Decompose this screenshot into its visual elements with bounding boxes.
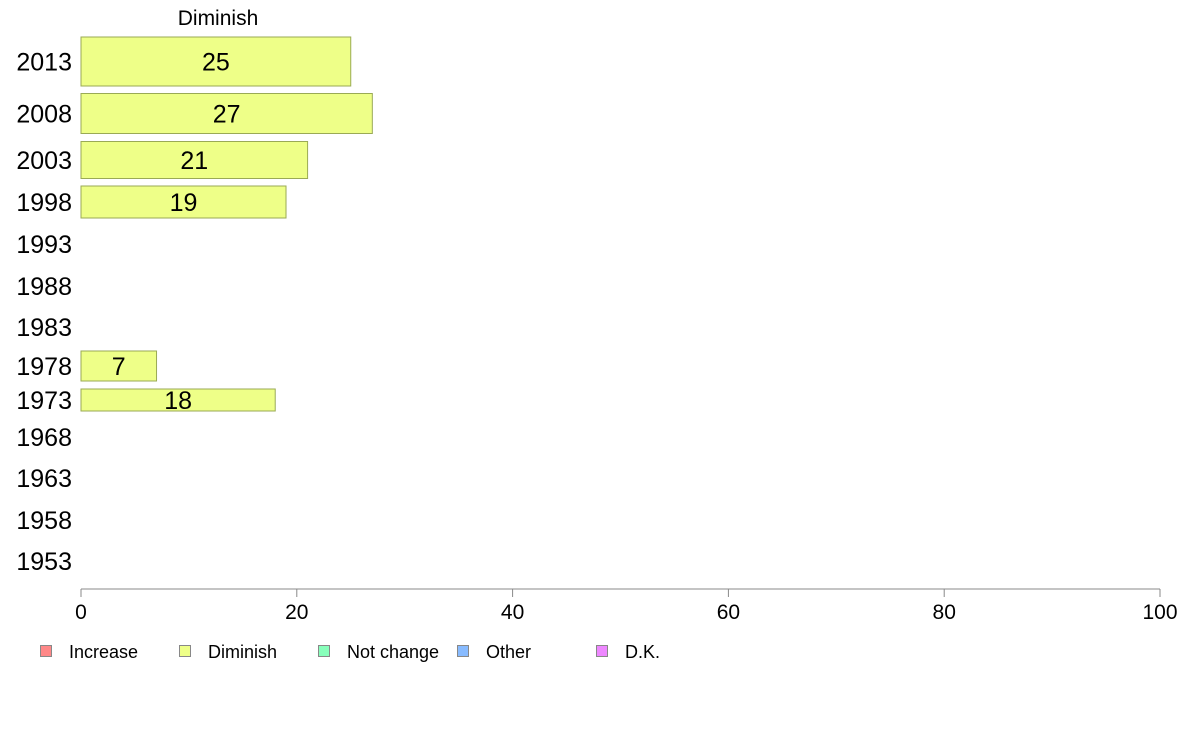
y-tick-label: 1993 <box>16 231 72 259</box>
x-tick-label: 60 <box>717 601 740 624</box>
y-tick-label: 1978 <box>16 353 72 381</box>
legend-swatch-other <box>457 645 469 657</box>
bar-value-label: 19 <box>170 189 198 217</box>
bar-value-label: 18 <box>164 387 192 415</box>
bar-value-label: 25 <box>202 49 230 77</box>
bar-value-label: 27 <box>213 101 241 129</box>
legend-label-dk: D.K. <box>625 642 661 662</box>
y-axis-labels: 2013 2008 2003 1998 1993 1988 1983 1978 1973 1968… <box>16 49 72 577</box>
bar <box>80 185 287 219</box>
y-tick-label: 1998 <box>16 189 72 217</box>
y-tick-label: 2003 <box>16 147 72 175</box>
legend-label-diminish: Diminish <box>208 642 278 662</box>
legend-label-increase: Increase <box>69 642 139 662</box>
x-tick-label: 100 <box>1142 601 1177 624</box>
legend-swatch-not-change <box>318 645 330 657</box>
bar <box>80 350 158 382</box>
bar-value-label: 7 <box>112 353 126 381</box>
y-tick-label: 2008 <box>16 101 72 129</box>
x-axis: 0 20 40 60 80 100 <box>75 588 1178 624</box>
y-tick-label: 2013 <box>16 49 72 77</box>
bar <box>80 93 373 134</box>
legend-swatch-dk <box>596 645 608 657</box>
bar <box>80 141 309 179</box>
bar-value-label: 21 <box>180 147 208 175</box>
bar <box>80 388 276 412</box>
y-tick-label: 1953 <box>16 548 72 576</box>
legend-swatch-increase <box>40 645 52 657</box>
y-tick-label: 1973 <box>16 387 72 415</box>
y-tick-label: 1958 <box>16 507 72 535</box>
x-tick-label: 80 <box>933 601 956 624</box>
legend-label-other: Other <box>486 642 532 662</box>
legend-swatch-diminish <box>179 645 191 657</box>
x-tick-label: 40 <box>501 601 524 624</box>
y-tick-label: 1968 <box>16 424 72 452</box>
chart-title: Diminish <box>178 7 259 30</box>
y-tick-label: 1988 <box>16 273 72 301</box>
x-tick-label: 20 <box>285 601 308 624</box>
y-tick-label: 1963 <box>16 465 72 493</box>
legend-label-not-change: Not change <box>347 642 440 662</box>
x-tick-label: 0 <box>75 601 87 624</box>
y-tick-label: 1983 <box>16 314 72 342</box>
bar <box>80 36 352 87</box>
